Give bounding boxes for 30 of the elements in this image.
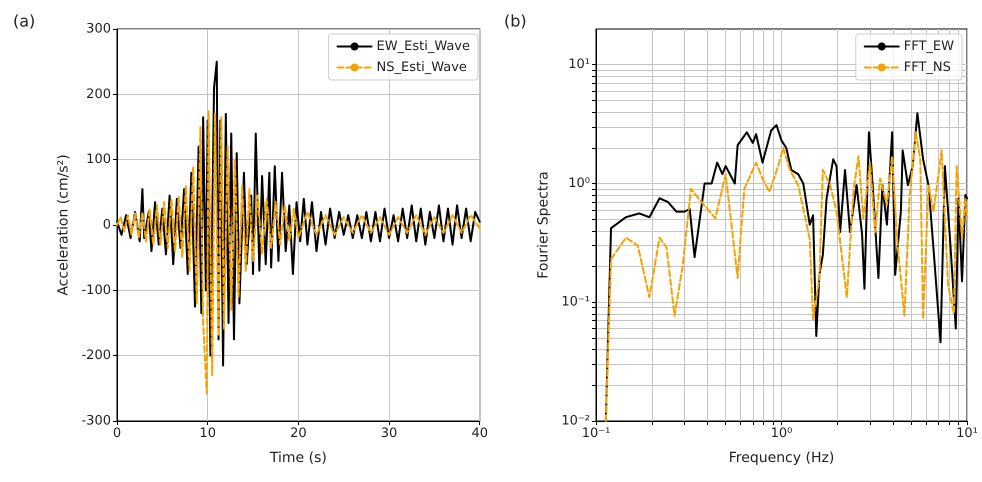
x-tick-label: 10⁻¹ [582, 426, 610, 441]
y-axis-title: Acceleration (cm/s²) [56, 154, 72, 296]
y-tick-label: 10⁰ [568, 176, 590, 191]
x-tick-label: 0 [112, 426, 122, 441]
x-axis-title: Frequency (Hz) [728, 450, 834, 466]
x-tick-label: 40 [471, 426, 488, 441]
legend-label: FFT_EW [904, 39, 954, 54]
legend-label: NS_Esti_Wave [376, 60, 467, 75]
legend-label: FFT_NS [904, 60, 951, 75]
y-tick-label: 200 [86, 86, 111, 102]
x-tick-label: 10⁰ [770, 426, 792, 441]
y-tick-label: 10⁻¹ [561, 294, 590, 310]
y-tick-label: 10⁻² [561, 414, 590, 428]
chart-title: (a) [13, 12, 36, 30]
y-tick-label: -100 [81, 282, 111, 298]
y-tick-label: -200 [81, 348, 111, 364]
legend-label: EW_Esti_Wave [376, 39, 470, 54]
x-axis-title: Time (s) [268, 450, 327, 466]
y-tick-label: 10¹ [568, 57, 590, 72]
line-series [116, 110, 481, 395]
y-tick-label: -300 [81, 414, 111, 428]
y-axis-title: Fourier Spectra [535, 171, 552, 279]
y-tick-label: 100 [86, 152, 111, 168]
x-tick-label: 20 [290, 426, 307, 441]
x-tick-label: 30 [380, 426, 398, 441]
y-tick-label: 0 [102, 218, 111, 232]
x-tick-label: 10 [199, 426, 216, 441]
y-tick-label: 300 [86, 22, 111, 36]
chart-title: (b) [504, 12, 527, 30]
x-tick-label: 10¹ [956, 426, 978, 441]
